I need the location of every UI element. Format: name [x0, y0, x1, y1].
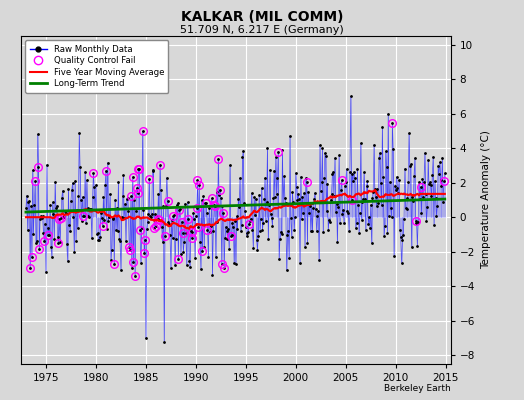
Legend: Raw Monthly Data, Quality Control Fail, Five Year Moving Average, Long-Term Tren: Raw Monthly Data, Quality Control Fail, … [25, 40, 169, 93]
Text: Berkeley Earth: Berkeley Earth [384, 384, 451, 393]
Text: 51.709 N, 6.217 E (Germany): 51.709 N, 6.217 E (Germany) [180, 25, 344, 35]
Y-axis label: Temperature Anomaly (°C): Temperature Anomaly (°C) [481, 130, 490, 270]
Text: KALKAR (MIL COMM): KALKAR (MIL COMM) [181, 10, 343, 24]
